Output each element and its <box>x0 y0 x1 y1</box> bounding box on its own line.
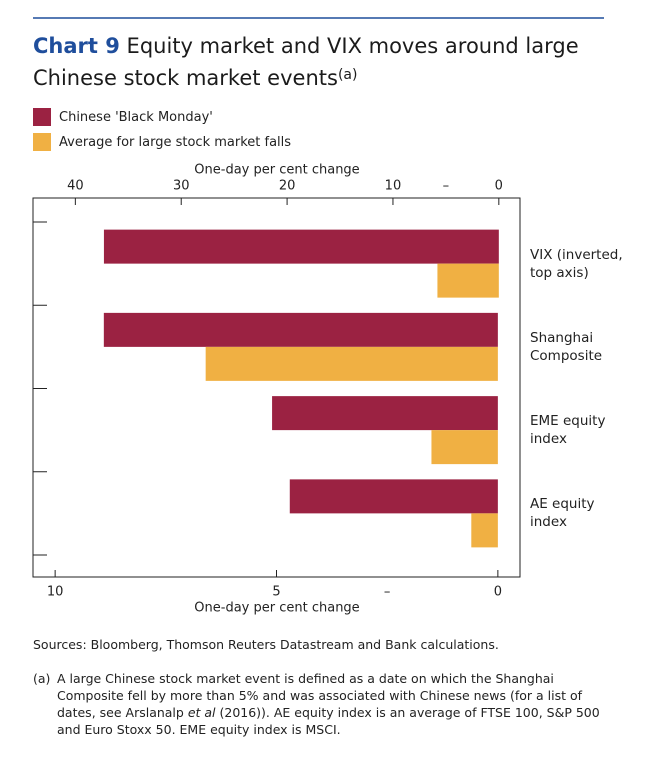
bar <box>431 430 498 465</box>
bar <box>103 229 499 264</box>
title: Chart 9 Equity market and VIX moves arou… <box>33 32 613 93</box>
legend-label: Chinese 'Black Monday' <box>59 109 213 125</box>
bar <box>103 312 498 347</box>
legend-label: Average for large stock market falls <box>59 134 292 150</box>
x-tick-label: – <box>384 585 391 600</box>
legend-swatch <box>33 133 51 151</box>
footnote-text: et al <box>187 705 216 720</box>
title-text: Equity market and VIX moves around large… <box>33 34 579 90</box>
x2-tick-label: 0 <box>495 179 503 194</box>
footnote: (a) A large Chinese stock market event is… <box>33 670 623 738</box>
category-label: AE equity index <box>530 496 595 531</box>
legend-item: Chinese 'Black Monday' <box>33 108 213 126</box>
x-tick-label: 10 <box>47 585 64 600</box>
footnote-text: (2016)). AE equity index is an average o… <box>57 705 600 737</box>
title-note: (a) <box>337 67 358 83</box>
x2-tick-label: 20 <box>279 179 296 194</box>
footnote-text: A large Chinese stock market event is de… <box>57 671 583 720</box>
x-tick-label: 5 <box>272 585 280 600</box>
title-label: Chart 9 <box>33 34 120 58</box>
footnote-body: A large Chinese stock market event is de… <box>57 670 623 738</box>
top-axis-label: One-day per cent change <box>194 163 359 178</box>
x2-tick-label: 30 <box>173 179 190 194</box>
legend-item: Average for large stock market falls <box>33 133 291 151</box>
bar <box>205 346 498 381</box>
x-tick-label: 0 <box>494 585 502 600</box>
category-label: VIX (inverted, top axis) <box>530 246 623 281</box>
x2-tick-label: 10 <box>385 179 402 194</box>
bar <box>272 396 498 431</box>
bar <box>289 479 498 514</box>
sources: Sources: Bloomberg, Thomson Reuters Data… <box>33 637 499 652</box>
category-label: Shanghai Composite <box>530 329 603 364</box>
x2-tick-label: – <box>443 179 450 194</box>
category-label: EME equity index <box>530 413 606 448</box>
bar <box>471 513 498 548</box>
legend-swatch <box>33 108 51 126</box>
x2-tick-label: 40 <box>67 179 84 194</box>
bar <box>437 263 499 298</box>
bottom-axis-label: One-day per cent change <box>194 601 359 616</box>
footnote-label: (a) <box>33 671 51 686</box>
